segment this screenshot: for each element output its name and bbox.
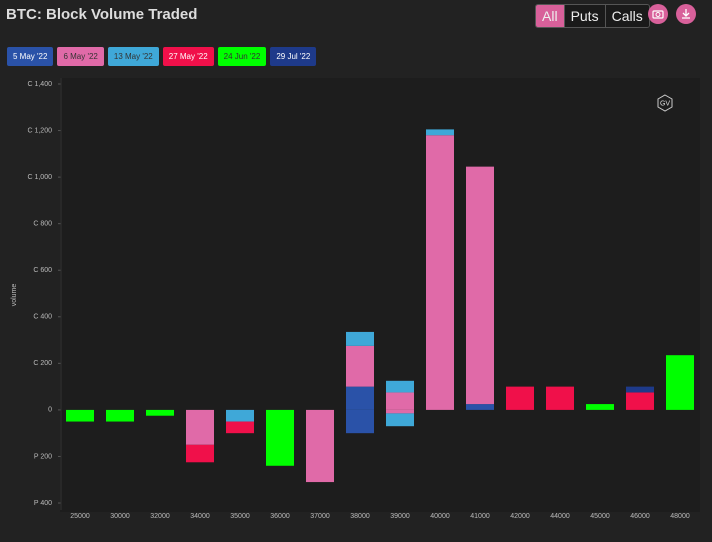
legend: 5 May '22 6 May '22 13 May '22 27 May '22 24… xyxy=(7,47,317,66)
bar-segment xyxy=(586,404,614,410)
y-tick-label: 0 xyxy=(48,407,52,414)
bar-segment xyxy=(386,413,414,427)
bar-segment xyxy=(426,129,454,136)
bar-segment xyxy=(666,355,694,410)
x-tick-label: 48000 xyxy=(670,513,690,520)
legend-item[interactable]: 6 May '22 xyxy=(57,47,104,66)
y-tick-label: C 600 xyxy=(33,267,52,274)
x-tick-label: 32000 xyxy=(150,513,170,520)
bar-segment xyxy=(226,409,254,422)
legend-item[interactable]: 5 May '22 xyxy=(7,47,54,66)
legend-item[interactable]: 24 Jun '22 xyxy=(217,47,267,66)
x-tick-label: 36000 xyxy=(270,513,290,520)
filter-button[interactable]: Calls xyxy=(604,5,649,27)
bar-segment xyxy=(146,409,174,416)
bar-segment xyxy=(226,421,254,434)
bar-segment xyxy=(386,409,414,414)
bar-segment xyxy=(626,386,654,393)
filter-button[interactable]: Puts xyxy=(563,5,605,27)
legend-item[interactable]: 27 May '22 xyxy=(162,47,214,66)
x-tick-label: 45000 xyxy=(590,513,610,520)
bar-segment xyxy=(266,409,294,466)
bar-segment xyxy=(186,409,214,445)
bar-segment xyxy=(506,386,534,410)
x-tick-label: 37000 xyxy=(310,513,330,520)
bar-segment xyxy=(466,166,494,405)
filter-group: All Puts Calls xyxy=(535,4,650,28)
logo-frame xyxy=(657,94,673,112)
bar-segment xyxy=(426,135,454,410)
bar-segment xyxy=(386,392,414,410)
download-icon xyxy=(682,9,690,19)
bar-segment xyxy=(346,331,374,346)
y-tick-label: C 800 xyxy=(33,221,52,228)
y-tick-label: C 1,000 xyxy=(27,174,52,181)
bar-segment xyxy=(466,404,494,410)
x-tick-label: 41000 xyxy=(470,513,490,520)
y-tick-label: P 400 xyxy=(34,500,52,507)
legend-item[interactable]: 13 May '22 xyxy=(107,47,159,66)
y-tick-label: P 200 xyxy=(34,453,52,460)
y-tick-label: C 1,400 xyxy=(27,81,52,88)
x-tick-label: 34000 xyxy=(190,513,210,520)
x-tick-label: 44000 xyxy=(550,513,570,520)
bar-segment xyxy=(546,386,574,410)
x-tick-label: 40000 xyxy=(430,513,450,520)
y-tick-label: C 200 xyxy=(33,360,52,367)
download-button[interactable] xyxy=(676,4,696,24)
bar-segment xyxy=(346,345,374,387)
bar-segment xyxy=(186,444,214,463)
camera-button[interactable] xyxy=(648,4,668,24)
bar-segment xyxy=(626,392,654,410)
bar-segment xyxy=(306,409,334,483)
x-tick-label: 46000 xyxy=(630,513,650,520)
plot-area xyxy=(60,78,700,512)
x-tick-label: 30000 xyxy=(110,513,130,520)
bar-segment xyxy=(346,386,374,410)
bar-segment xyxy=(66,409,94,422)
x-tick-label: 25000 xyxy=(70,513,90,520)
chart-title: BTC: Block Volume Traded xyxy=(6,6,198,23)
filter-button[interactable]: All xyxy=(536,5,564,27)
x-tick-label: 42000 xyxy=(510,513,530,520)
bar-segment xyxy=(386,380,414,393)
x-tick-label: 39000 xyxy=(390,513,410,520)
bar-segment xyxy=(346,409,374,434)
y-tick-label: C 1,200 xyxy=(27,127,52,134)
bar-segment xyxy=(106,409,134,422)
camera-icon xyxy=(652,10,664,19)
legend-item[interactable]: 29 Jul '22 xyxy=(270,47,317,66)
x-tick-label: 35000 xyxy=(230,513,250,520)
x-tick-label: 38000 xyxy=(350,513,370,520)
y-tick-label: C 400 xyxy=(33,314,52,321)
logo: GV xyxy=(660,100,670,107)
y-axis-label: volume xyxy=(11,284,18,307)
